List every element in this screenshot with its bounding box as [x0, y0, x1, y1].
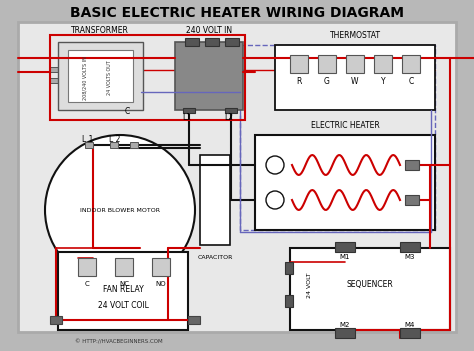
Text: 24 VOLT: 24 VOLT: [308, 272, 312, 298]
Bar: [374, 55, 392, 73]
Bar: [50, 78, 58, 83]
Text: G: G: [324, 78, 330, 86]
Bar: [346, 55, 364, 73]
Circle shape: [266, 191, 284, 209]
Bar: [225, 108, 237, 113]
Bar: [405, 195, 419, 205]
Text: M3: M3: [405, 254, 415, 260]
Bar: [78, 258, 96, 276]
Text: FAN RELAY: FAN RELAY: [103, 285, 143, 294]
Text: ELECTRIC HEATER: ELECTRIC HEATER: [310, 121, 379, 130]
Bar: [255, 135, 435, 230]
Text: Y: Y: [381, 78, 385, 86]
Bar: [152, 258, 170, 276]
Bar: [225, 38, 239, 46]
Text: C: C: [409, 78, 414, 86]
Text: M1: M1: [340, 254, 350, 260]
Bar: [175, 42, 243, 110]
Bar: [335, 328, 355, 338]
Text: C: C: [124, 107, 129, 117]
Bar: [115, 258, 133, 276]
Text: INDOOR BLOWER MOTOR: INDOOR BLOWER MOTOR: [80, 207, 160, 212]
Circle shape: [266, 156, 284, 174]
Text: L 1: L 1: [82, 135, 94, 145]
Bar: [133, 78, 141, 83]
Bar: [185, 38, 199, 46]
Text: 24 VOLTS OUT: 24 VOLTS OUT: [108, 61, 112, 95]
Bar: [50, 35, 245, 120]
Bar: [50, 67, 58, 72]
Text: R: R: [296, 78, 301, 86]
Circle shape: [45, 135, 195, 285]
Bar: [400, 328, 420, 338]
Bar: [318, 55, 336, 73]
Bar: [68, 50, 133, 102]
Text: CAPACITOR: CAPACITOR: [197, 255, 233, 260]
Bar: [275, 45, 435, 110]
Bar: [290, 248, 450, 330]
Text: W: W: [351, 78, 359, 86]
Text: 240 VOLT IN: 240 VOLT IN: [186, 26, 232, 35]
Bar: [405, 160, 419, 170]
Bar: [200, 155, 230, 245]
Bar: [205, 38, 219, 46]
Bar: [188, 316, 200, 324]
Bar: [402, 55, 420, 73]
Bar: [335, 242, 355, 252]
Bar: [58, 252, 188, 330]
Text: C: C: [85, 281, 90, 287]
Text: BASIC ELECTRIC HEATER WIRING DIAGRAM: BASIC ELECTRIC HEATER WIRING DIAGRAM: [70, 6, 404, 20]
Text: © HTTP://HVACBEGINNERS.COM: © HTTP://HVACBEGINNERS.COM: [75, 339, 163, 345]
Bar: [285, 295, 293, 307]
Bar: [133, 67, 141, 72]
Text: L 2: L 2: [109, 135, 121, 145]
Text: 208/240 VOLTS IN: 208/240 VOLTS IN: [82, 56, 88, 100]
Text: TRANSFORMER: TRANSFORMER: [71, 26, 129, 35]
Text: NO: NO: [155, 281, 166, 287]
Text: THERMOSTAT: THERMOSTAT: [329, 31, 381, 40]
Bar: [290, 55, 308, 73]
Bar: [85, 142, 93, 148]
Bar: [18, 22, 456, 332]
Bar: [130, 142, 138, 148]
Bar: [240, 45, 435, 230]
Bar: [58, 42, 143, 110]
Text: L1: L1: [182, 113, 191, 122]
Text: NC: NC: [119, 281, 129, 287]
Bar: [285, 262, 293, 274]
Bar: [110, 142, 118, 148]
Text: 24 VOLT COIL: 24 VOLT COIL: [98, 300, 148, 310]
Bar: [183, 108, 195, 113]
Text: M2: M2: [340, 322, 350, 328]
Text: L2: L2: [225, 113, 234, 122]
Text: M4: M4: [405, 322, 415, 328]
Bar: [400, 242, 420, 252]
Text: SEQUENCER: SEQUENCER: [346, 280, 393, 290]
Bar: [50, 316, 62, 324]
